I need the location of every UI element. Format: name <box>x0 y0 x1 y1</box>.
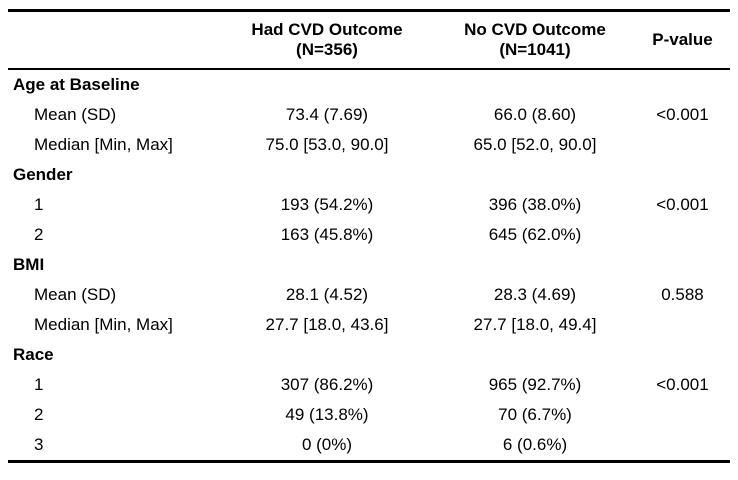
p-value <box>635 400 730 430</box>
no-cvd-value: 396 (38.0%) <box>488 195 582 214</box>
row-label: 3 <box>8 430 219 463</box>
table-row: 1 193 (54.2%) 396 (38.0%) <0.001 <box>8 190 730 220</box>
p-value <box>635 310 730 340</box>
header-had-cvd-title: Had CVD Outcome <box>251 20 403 39</box>
had-cvd-value: 75.0 [53.0, 90.0] <box>265 135 389 154</box>
header-no-cvd-title: No CVD Outcome <box>464 20 606 39</box>
row-label: 2 <box>34 405 44 424</box>
table-row: 3 0 (0%) 6 (0.6%) <box>8 430 730 463</box>
p-value: <0.001 <box>656 195 709 214</box>
header-p-value: P-value <box>635 12 730 70</box>
no-cvd-value: 27.7 [18.0, 49.4] <box>473 315 597 334</box>
had-cvd-value: 0 (0%) <box>219 430 435 463</box>
no-cvd-value: 965 (92.7%) <box>488 375 582 394</box>
row-label: Mean (SD) <box>34 105 117 124</box>
row-label: Median [Min, Max] <box>34 135 173 154</box>
table-row: Median [Min, Max] 75.0 [53.0, 90.0] 65.0… <box>8 130 730 160</box>
row-label: 1 <box>34 375 44 394</box>
row-label: 1 <box>34 195 44 214</box>
had-cvd-value: 307 (86.2%) <box>280 375 374 394</box>
had-cvd-value: 27.7 [18.0, 43.6] <box>265 315 389 334</box>
section-row-race: Race <box>8 340 730 370</box>
had-cvd-value: 163 (45.8%) <box>280 225 374 244</box>
section-row-gender: Gender <box>8 160 730 190</box>
table-row: 1 307 (86.2%) 965 (92.7%) <0.001 <box>8 370 730 400</box>
table-row: 2 49 (13.8%) 70 (6.7%) <box>8 400 730 430</box>
p-value: 0.588 <box>661 285 704 304</box>
had-cvd-value: 49 (13.8%) <box>285 405 369 424</box>
no-cvd-value: 66.0 (8.60) <box>493 105 577 124</box>
section-title: Race <box>13 345 54 364</box>
table-row: Median [Min, Max] 27.7 [18.0, 43.6] 27.7… <box>8 310 730 340</box>
section-row-age: Age at Baseline <box>8 69 730 100</box>
row-label: Median [Min, Max] <box>34 315 173 334</box>
header-no-cvd-n: (N=1041) <box>499 40 571 59</box>
baseline-characteristics-table: Had CVD Outcome (N=356) No CVD Outcome (… <box>8 9 730 463</box>
table-body: Age at Baseline Mean (SD) 73.4 (7.69) 66… <box>8 69 730 463</box>
section-title: Age at Baseline <box>13 75 140 94</box>
had-cvd-value: 28.1 (4.52) <box>285 285 369 304</box>
baseline-characteristics-table-container: Had CVD Outcome (N=356) No CVD Outcome (… <box>8 9 730 463</box>
p-value <box>635 220 730 250</box>
row-label: Mean (SD) <box>34 285 117 304</box>
no-cvd-value: 28.3 (4.69) <box>493 285 577 304</box>
section-row-bmi: BMI <box>8 250 730 280</box>
no-cvd-value: 65.0 [52.0, 90.0] <box>473 135 597 154</box>
header-had-cvd-n: (N=356) <box>296 40 358 59</box>
p-value <box>635 130 730 160</box>
table-row: Mean (SD) 73.4 (7.69) 66.0 (8.60) <0.001 <box>8 100 730 130</box>
header-variable <box>8 12 219 70</box>
section-title: Gender <box>13 165 73 184</box>
no-cvd-value: 645 (62.0%) <box>488 225 582 244</box>
table-row: 2 163 (45.8%) 645 (62.0%) <box>8 220 730 250</box>
p-value: <0.001 <box>656 375 709 394</box>
row-label: 2 <box>34 225 44 244</box>
header-no-cvd-outcome: No CVD Outcome (N=1041) <box>435 12 635 70</box>
p-value: <0.001 <box>656 105 709 124</box>
table-row: Mean (SD) 28.1 (4.52) 28.3 (4.69) 0.588 <box>8 280 730 310</box>
had-cvd-value: 73.4 (7.69) <box>285 105 369 124</box>
header-had-cvd-outcome: Had CVD Outcome (N=356) <box>219 12 435 70</box>
no-cvd-value: 70 (6.7%) <box>498 405 572 424</box>
table-header: Had CVD Outcome (N=356) No CVD Outcome (… <box>8 9 730 70</box>
had-cvd-value: 193 (54.2%) <box>280 195 374 214</box>
section-title: BMI <box>13 255 45 274</box>
p-value <box>635 430 730 463</box>
no-cvd-value: 6 (0.6%) <box>435 430 635 463</box>
